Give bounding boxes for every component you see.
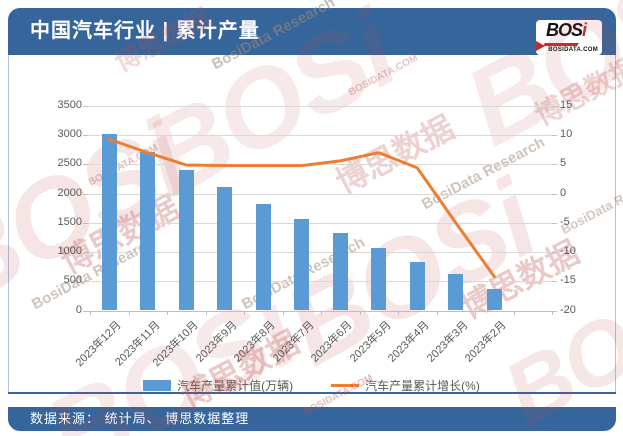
line-series-swatch <box>331 384 360 387</box>
chart-legend: 汽车产量累计值(万辆) 汽车产量累计增长(%) <box>0 377 623 394</box>
logo-triangle-decoration <box>536 41 545 51</box>
legend-item-bar-series: 汽车产量累计值(万辆) <box>143 377 293 394</box>
logo-swoosh-decoration <box>543 43 579 46</box>
bosi-logo-text: BOSi <box>546 20 587 40</box>
header-bar: 中国汽车行业 | 累计产量 BOSi BOSIDATA.COM <box>8 8 616 55</box>
bar-series-swatch <box>143 380 172 391</box>
bosi-logo: BOSi BOSIDATA.COM <box>536 20 602 55</box>
page-title: 中国汽车行业 | 累计产量 <box>30 20 260 42</box>
bosi-logo-url: BOSIDATA.COM <box>548 47 598 53</box>
chart-body-frame <box>8 55 616 392</box>
data-source-text: 数据来源： 统计局、 博思数据整理 <box>30 411 250 426</box>
bar-series-label: 汽车产量累计值(万辆) <box>177 379 294 393</box>
footer-separator-line <box>8 392 616 394</box>
footer-bar: 数据来源： 统计局、 博思数据整理 <box>8 407 616 431</box>
legend-item-line-series: 汽车产量累计增长(%) <box>331 377 480 394</box>
line-series-label: 汽车产量累计增长(%) <box>365 379 480 393</box>
